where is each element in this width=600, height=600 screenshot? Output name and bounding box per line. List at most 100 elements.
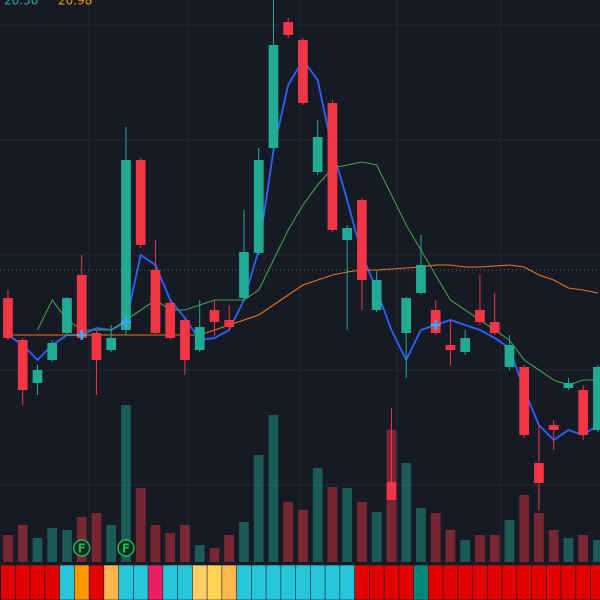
moving-average (37, 161, 598, 386)
volume-bar (209, 548, 220, 562)
volume-bar (253, 455, 264, 562)
signal-cell (0, 564, 17, 600)
signal-cell (472, 564, 489, 600)
signal-cell (280, 564, 297, 600)
candle-body (268, 45, 279, 148)
candle-body (578, 390, 589, 435)
volume-bar (47, 528, 58, 562)
legend-value: 20.50 (4, 0, 38, 8)
candle-body (312, 137, 323, 172)
candle-body (239, 252, 249, 298)
candle-body (17, 340, 28, 390)
volume-bar (445, 530, 456, 562)
candle-body (47, 343, 58, 360)
signal-cell (133, 564, 149, 600)
volume-bar (371, 512, 382, 562)
flag-label: F (122, 542, 130, 556)
strip-divider (0, 562, 600, 565)
volume-bar (91, 513, 102, 562)
candle-body (3, 298, 13, 338)
signal-cell (15, 564, 31, 600)
volume-bar (298, 510, 308, 562)
volume-bar (416, 508, 426, 562)
candle-body (194, 327, 205, 350)
volume-bar (121, 405, 131, 562)
signal-cell (162, 564, 179, 600)
volume-bar (150, 525, 161, 562)
candle-body (401, 298, 412, 333)
signal-cell (398, 564, 415, 600)
candle-body (91, 333, 102, 360)
volume-bar (357, 502, 367, 562)
signal-cell (442, 564, 459, 600)
candle-body (76, 275, 87, 338)
candle-body (165, 303, 176, 338)
candle-body (253, 160, 264, 253)
signal-cell (354, 564, 371, 600)
signal-cell (44, 564, 61, 600)
signal-cell (103, 564, 120, 600)
volume-bar (401, 463, 412, 562)
candle-body (283, 22, 294, 35)
candle-body (489, 322, 500, 333)
flag-marker (72, 539, 91, 557)
signal-cell (206, 564, 223, 600)
volume-bar (563, 538, 574, 562)
candle-body (504, 345, 515, 367)
volume-bar (180, 525, 190, 562)
candle-body (445, 345, 456, 350)
volume-bar (519, 495, 530, 562)
volume-bar (283, 502, 294, 562)
signal-cell (324, 564, 341, 600)
candle-body (224, 320, 235, 327)
volume-bar (312, 468, 323, 562)
candle-body (135, 160, 146, 245)
legend-value: 20.98 (58, 0, 92, 8)
volume-bar (534, 513, 544, 562)
candle-body (150, 270, 161, 333)
signal-cell (74, 564, 90, 600)
signal-cell (413, 564, 430, 600)
candle-body (386, 482, 397, 500)
volume-bar (593, 540, 600, 562)
signal-cell (501, 564, 518, 600)
cross-marker (430, 320, 441, 330)
volume-bar (224, 535, 235, 562)
candle-body (62, 298, 72, 333)
volume-bar (3, 535, 13, 562)
signal-cell (339, 564, 356, 600)
flag-marker (117, 539, 135, 557)
signal-cell (546, 564, 562, 600)
candle-body (106, 338, 117, 350)
volume-bar (460, 540, 471, 562)
signal-cell (516, 564, 533, 600)
volume-bar (489, 535, 500, 562)
candle-body (342, 228, 353, 240)
signal-cell (251, 564, 267, 600)
candle-body (593, 367, 600, 430)
signal-cell (192, 564, 208, 600)
signal-cell (221, 564, 238, 600)
volume-bar (32, 538, 43, 562)
candle-body (357, 200, 367, 280)
signal-cell (457, 564, 474, 600)
signal-cell (575, 564, 592, 600)
cross-marker (120, 317, 131, 327)
candle-body (32, 370, 43, 383)
signal-cell (310, 564, 326, 600)
signal-cell (590, 564, 600, 600)
candle-body (298, 40, 308, 103)
candle-body (519, 367, 530, 435)
volume-bar (239, 522, 249, 562)
volume-bar (342, 488, 353, 562)
cross-marker (76, 330, 87, 340)
signal-cell (265, 564, 282, 600)
volume-bar (578, 535, 589, 562)
volume-bar (165, 533, 176, 562)
signal-cell (177, 564, 194, 600)
signal-cell (295, 564, 312, 600)
candle-body (416, 265, 426, 293)
moving-average (8, 264, 599, 336)
candle-body (460, 338, 471, 352)
